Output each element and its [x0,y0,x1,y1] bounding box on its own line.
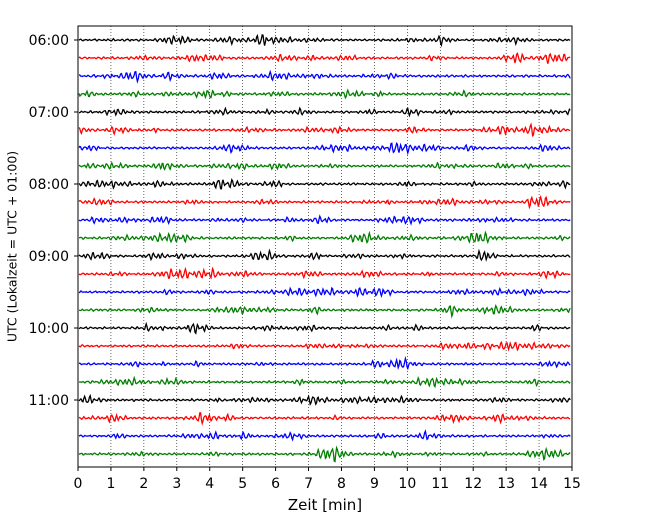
traces [78,33,571,463]
x-tick-label: 10 [398,476,416,492]
trace-1030 [78,355,571,371]
x-tick-label: 3 [172,476,181,492]
y-tick-label: 10:00 [29,321,69,337]
trace-1145 [78,445,571,463]
x-tick-label: 11 [431,476,449,492]
y-tick-label: 08:00 [29,177,69,193]
trace-0600 [78,33,571,48]
trace-0645 [78,88,571,100]
y-tick-label: 06:00 [29,33,69,49]
trace-1000 [78,321,571,335]
x-tick-label: 2 [139,476,148,492]
trace-1100 [78,393,571,407]
x-tick-label: 13 [497,476,515,492]
x-tick-label: 8 [337,476,346,492]
trace-0630 [78,69,571,84]
trace-1015 [78,340,571,352]
x-axis-label: Zeit [min] [288,496,362,514]
y-axis-label: UTC (Lokalzeit = UTC + 01:00) [4,151,19,342]
trace-0815 [78,194,571,210]
trace-0915 [78,266,571,280]
trace-0745 [78,161,571,171]
trace-0700 [78,106,571,118]
trace-0900 [78,248,571,263]
y-tick-label: 11:00 [29,393,69,409]
trace-0800 [78,177,571,190]
x-tick-label: 15 [563,476,581,492]
trace-0930 [78,286,571,299]
x-tick-label: 7 [304,476,313,492]
x-tick-label: 12 [464,476,482,492]
trace-1045 [78,375,571,389]
plot-frame [77,25,573,468]
x-tick-label: 1 [106,476,115,492]
trace-0715 [78,122,571,138]
x-tick-label: 9 [370,476,379,492]
trace-0830 [78,214,571,226]
trace-0845 [78,230,571,245]
x-tick-label: 14 [530,476,548,492]
trace-0615 [78,52,571,64]
trace-0730 [78,141,571,156]
y-tick-label: 09:00 [29,249,69,265]
x-axis: 0 1 2 3 4 5 6 7 8 9 10 11 12 13 14 15 [74,467,581,492]
y-tick-label: 07:00 [29,105,69,121]
trace-1115 [78,412,571,427]
trace-1130 [78,429,571,442]
x-tick-label: 6 [271,476,280,492]
x-tick-label: 5 [238,476,247,492]
y-axis: 06:00 07:00 08:00 09:00 10:00 11:00 [29,33,78,409]
trace-0945 [78,303,571,319]
x-tick-label: 4 [205,476,214,492]
x-tick-label: 0 [74,476,83,492]
